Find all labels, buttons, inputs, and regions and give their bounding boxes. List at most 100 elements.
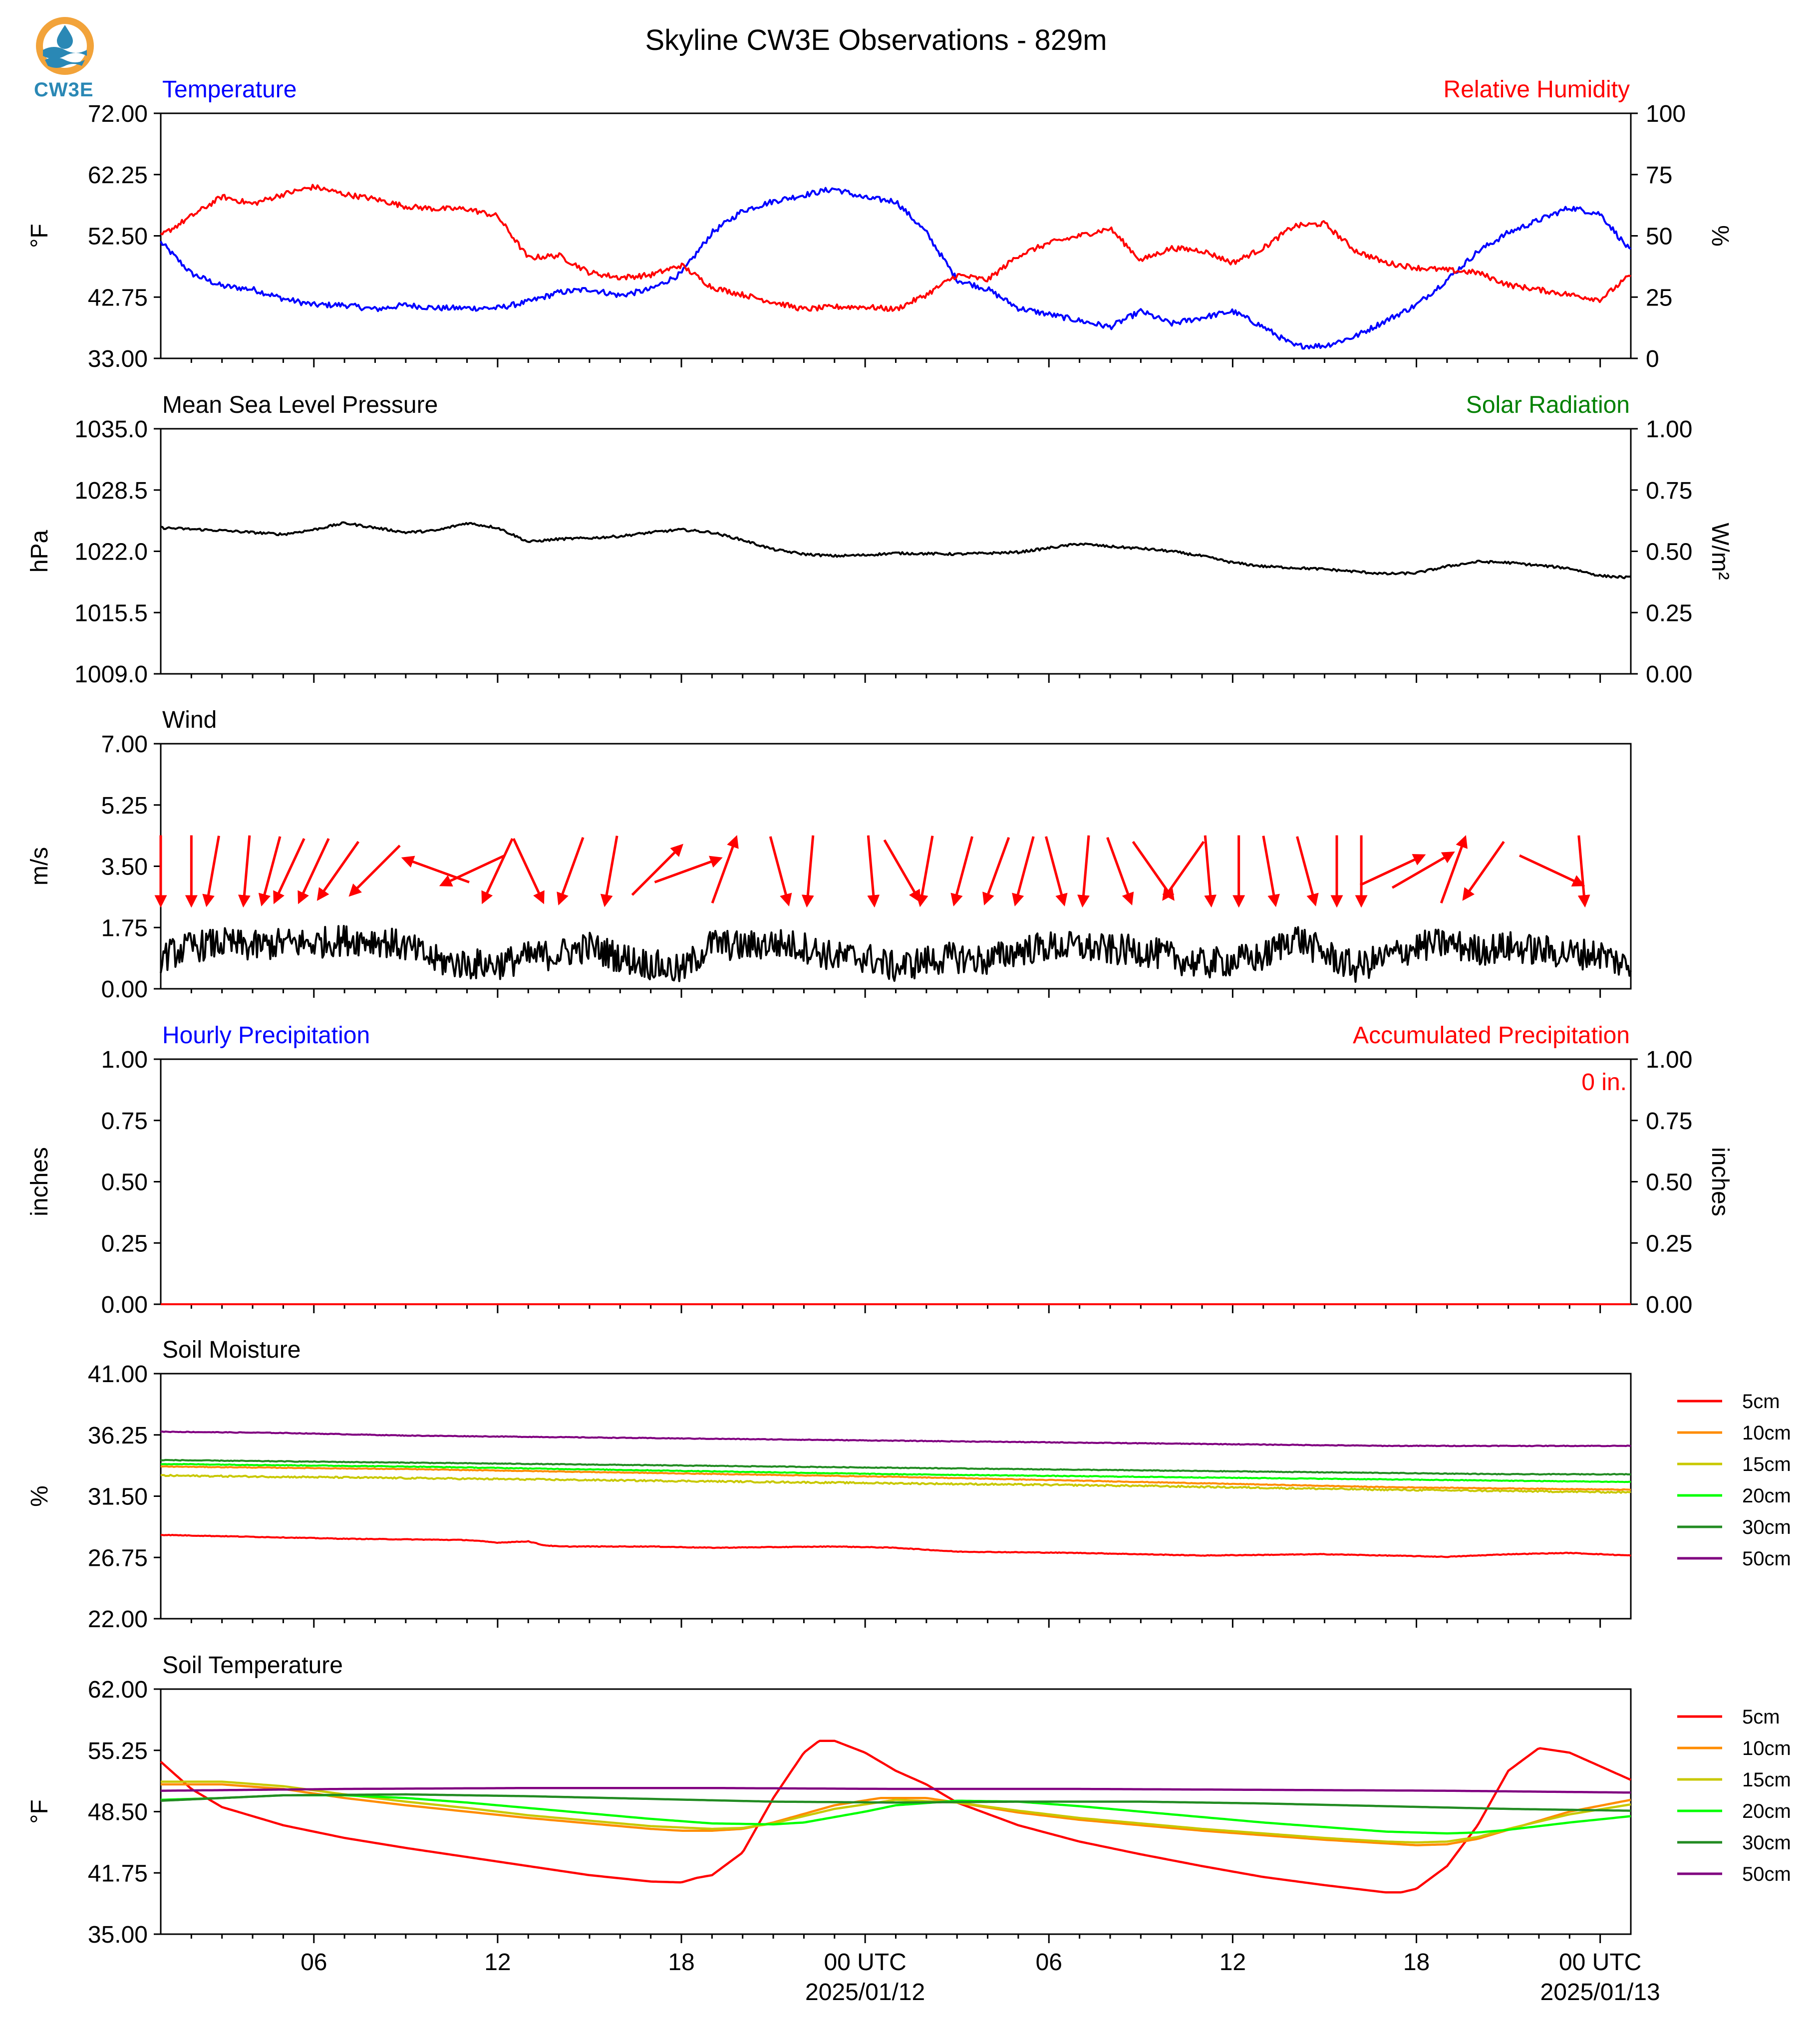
y2-axis-unit: W/m² xyxy=(1707,523,1733,580)
wind-arrow xyxy=(1045,836,1068,906)
panel-title-left: Soil Moisture xyxy=(162,1337,301,1363)
y-tick-label: 48.50 xyxy=(88,1799,148,1826)
y-tick-label: 36.25 xyxy=(88,1423,148,1449)
panel-title-left: Mean Sea Level Pressure xyxy=(162,392,438,418)
logo-text: CW3E xyxy=(34,79,94,101)
wind-arrow xyxy=(1391,851,1455,889)
y2-axis-unit: % xyxy=(1707,225,1733,247)
y-tick-label: 0.00 xyxy=(101,1292,148,1318)
y-tick-label: 1009.0 xyxy=(74,661,148,688)
y-axis-unit: °F xyxy=(26,1799,53,1824)
wind-arrow xyxy=(1296,836,1319,906)
y-tick-label: 41.75 xyxy=(88,1860,148,1887)
y-tick-label: 0.75 xyxy=(101,1108,148,1135)
rh-line xyxy=(160,184,1631,312)
legend-label: 50cm xyxy=(1742,1863,1791,1885)
wind-arrow xyxy=(982,837,1010,905)
wind-arrow xyxy=(1106,837,1134,905)
y-axis-unit: °F xyxy=(26,224,53,248)
panel-title-left: Temperature xyxy=(162,76,297,103)
wind-arrow xyxy=(867,835,880,908)
wind-arrow xyxy=(915,836,934,907)
y-tick-label: 1.75 xyxy=(101,915,148,941)
y-tick-label: 62.00 xyxy=(88,1677,148,1703)
wind-arrow xyxy=(1162,841,1205,901)
y-tick-label: 33.00 xyxy=(88,346,148,372)
plot-frame xyxy=(160,428,1632,675)
y2-tick-label: 0.50 xyxy=(1646,1169,1692,1196)
y-tick-label: 7.00 xyxy=(101,731,148,758)
y2-tick-label: 25 xyxy=(1646,285,1672,311)
x-tick-label: 18 xyxy=(1403,1949,1430,1976)
soil-temp-line-5cm xyxy=(160,1739,1631,1894)
y-tick-label: 1028.5 xyxy=(74,478,148,504)
figure-title: Skyline CW3E Observations - 829m xyxy=(645,24,1107,56)
x-date-label: 2025/01/12 xyxy=(805,1979,925,2006)
y-tick-label: 42.75 xyxy=(88,285,148,311)
pressure-line xyxy=(160,521,1631,579)
x-tick-label: 18 xyxy=(668,1949,694,1976)
wind-arrow xyxy=(202,836,220,907)
wind-arrow xyxy=(883,839,921,903)
y2-tick-label: 0.00 xyxy=(1646,1292,1692,1318)
y2-tick-label: 100 xyxy=(1646,101,1686,127)
y-tick-label: 1022.0 xyxy=(74,539,148,566)
y2-tick-label: 0.25 xyxy=(1646,600,1692,626)
y-axis-unit: m/s xyxy=(26,847,53,885)
panel-title-right: Solar Radiation xyxy=(1466,392,1630,418)
wind-arrow xyxy=(557,837,585,905)
legend-label: 20cm xyxy=(1742,1485,1791,1507)
legend-label: 5cm xyxy=(1742,1706,1780,1728)
wind-arrow xyxy=(1462,841,1505,901)
panels: 72.00 62.25 52.50 42.75 33.00 100 75 50 25 0 Tempe… xyxy=(26,76,1791,2006)
panel-soil_moisture: 41.00 36.25 31.50 26.75 22.00 Soil Moisture% xyxy=(26,1337,1632,1633)
y-tick-label: 62.25 xyxy=(88,162,148,189)
wind-arrow xyxy=(1518,854,1585,886)
panel-title-left: Wind xyxy=(162,707,217,733)
x-tick-label: 06 xyxy=(301,1949,327,1976)
legend-label: 10cm xyxy=(1742,1738,1791,1759)
y-tick-label: 0.50 xyxy=(101,1169,148,1196)
panel-title-left: Soil Temperature xyxy=(162,1652,343,1679)
logo-emblem xyxy=(36,17,94,75)
y-tick-label: 31.50 xyxy=(88,1484,148,1510)
panel-title-right: Relative Humidity xyxy=(1444,76,1630,103)
x-tick-label: 12 xyxy=(484,1949,511,1976)
wind-arrow xyxy=(711,835,739,904)
wind-arrow xyxy=(439,854,506,886)
wind-arrow xyxy=(1577,835,1590,908)
panel-title-left: Hourly Precipitation xyxy=(162,1022,370,1049)
wind-arrow xyxy=(631,844,683,896)
y2-tick-label: 0.50 xyxy=(1646,539,1692,566)
wind-arrow xyxy=(1204,835,1217,908)
y-tick-label: 5.25 xyxy=(101,793,148,819)
soil-temp-line-20cm xyxy=(160,1794,1631,1835)
soil-moisture-line-30cm xyxy=(160,1458,1631,1476)
soil-moisture-line-20cm xyxy=(160,1462,1631,1483)
legend-label: 50cm xyxy=(1742,1548,1791,1570)
y-tick-label: 55.25 xyxy=(88,1738,148,1764)
soil-temp-line-15cm xyxy=(161,1780,1631,1844)
wind-arrow xyxy=(1132,841,1175,901)
y2-tick-label: 1.00 xyxy=(1646,1047,1692,1073)
y2-tick-label: 75 xyxy=(1646,162,1672,189)
wind-arrow xyxy=(316,841,360,901)
soil-temp-line-30cm xyxy=(160,1793,1631,1812)
x-tick-label: 06 xyxy=(1036,1949,1062,1976)
wind-arrow xyxy=(1440,835,1468,904)
soil-moisture-line-5cm xyxy=(160,1533,1631,1558)
y-tick-label: 3.50 xyxy=(101,854,148,880)
panel-temp_rh: 72.00 62.25 52.50 42.75 33.00 100 75 50 25 0 Tempe… xyxy=(26,76,1733,372)
soil-moisture-line-10cm xyxy=(160,1465,1631,1491)
wind-arrow xyxy=(1077,835,1090,908)
y2-axis-unit: inches xyxy=(1707,1147,1733,1216)
y-tick-label: 52.50 xyxy=(88,224,148,250)
x-tick-label: 00 UTC xyxy=(1559,1949,1641,1976)
y-axis-unit: hPa xyxy=(26,530,53,573)
wind-arrow xyxy=(258,836,282,906)
y-tick-label: 22.00 xyxy=(88,1606,148,1633)
wind-arrow xyxy=(273,838,305,904)
wind-arrow xyxy=(769,836,792,906)
x-tick-label: 12 xyxy=(1219,1949,1246,1976)
panel-soil_temp: 62.00 55.25 48.50 41.75 35.00 Soil Temperatur… xyxy=(26,1652,1632,1948)
